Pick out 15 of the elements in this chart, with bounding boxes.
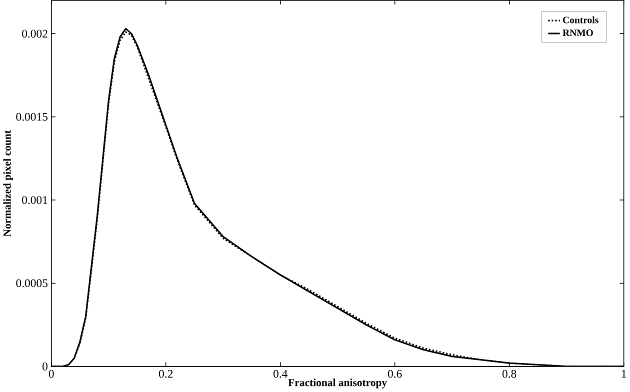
x-tick-label: 0.6 [388,370,402,378]
y-tick-label: 0.002 [22,30,48,38]
x-tick-label: 0 [48,370,54,378]
y-tick-label: 0.001 [22,196,48,204]
x-tick-label: 0.2 [158,370,173,378]
y-axis-title: Normalized pixel count [3,130,13,237]
x-tick-label: 0.4 [273,370,288,378]
y-tick-label: 0 [42,362,48,371]
y-tick-label: 0.0015 [16,113,48,121]
legend-label: Controls [563,16,598,24]
legend-label: RNMO [562,30,593,36]
x-tick-label: 0.8 [502,370,516,378]
x-axis-title: Fractional anisotropy [288,378,387,389]
x-tick-label: 1 [622,370,626,378]
y-tick-label: 0.0005 [16,279,48,288]
